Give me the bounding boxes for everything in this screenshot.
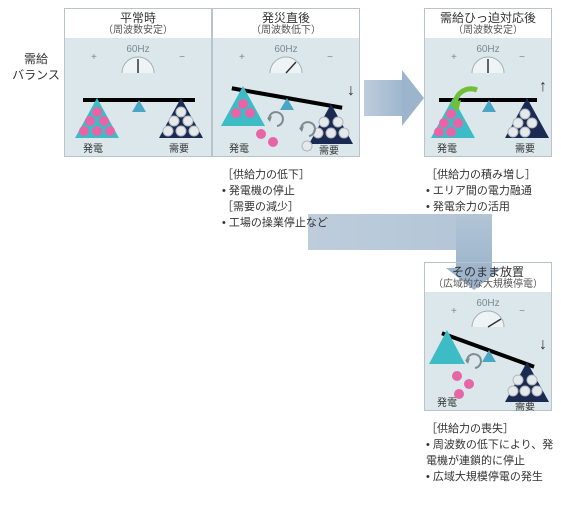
gauge: 60Hz <box>118 44 158 75</box>
swirl-icon <box>463 350 485 372</box>
gauge: 60Hz <box>266 44 306 75</box>
gauge-plus: + <box>451 306 457 317</box>
caption-demand: 需要 <box>515 398 535 413</box>
swirl-icon <box>297 118 319 140</box>
gauge-minus: − <box>519 306 525 317</box>
row-label-line2: バランス <box>12 68 60 82</box>
panel-blackout-header: そのまま放置 （広域的な大規模停電） <box>425 263 551 292</box>
panel-disaster: 発災直後 （周波数低下） 60Hz + − <box>212 8 360 157</box>
panel-normal-subtitle: （周波数安定） <box>65 25 211 37</box>
caption-supply: 発電 <box>437 140 457 155</box>
demand-falling-ball-icon <box>299 138 315 154</box>
note-disaster-h1: ［供給力の低下］ <box>222 168 372 184</box>
fulcrum-icon <box>132 100 146 112</box>
caption-supply: 発電 <box>437 394 457 409</box>
note-blackout-b1: • 周波数の低下により、発電機が連鎖的に停止 <box>426 438 558 470</box>
gauge-plus: + <box>239 52 245 63</box>
up-arrow-icon: ↑ <box>539 78 547 96</box>
panel-blackout-subtitle: （広域的な大規模停電） <box>425 279 551 291</box>
panel-disaster-subtitle: （周波数低下） <box>213 25 359 37</box>
gauge-dial-icon <box>468 53 508 75</box>
panel-normal: 平常時 （周波数安定） 60Hz + − <box>64 8 212 157</box>
note-disaster-b1: • 発電機の停止 <box>222 184 372 200</box>
row-label-line1: 需給 <box>24 52 48 66</box>
gauge-dial-icon <box>118 53 158 75</box>
green-curve-arrow-icon <box>447 84 481 114</box>
panel-blackout: そのまま放置 （広域的な大規模停電） 60Hz + − <box>424 262 552 411</box>
arrow-right-icon <box>364 80 404 116</box>
caption-demand: 需要 <box>169 140 189 155</box>
note-blackout-b2: • 広域大規模停電の発生 <box>426 470 558 486</box>
down-arrow-icon: ↓ <box>539 336 547 354</box>
panel-recover-title: 需給ひっ迫対応後 <box>425 11 551 25</box>
panel-disaster-body: 60Hz + − <box>213 38 359 156</box>
note-recover: ［供給力の積み増し］ • エリア間の電力融通 • 発電余力の活用 <box>426 168 556 216</box>
caption-demand: 需要 <box>515 140 535 155</box>
supply-balls-icon <box>223 98 263 126</box>
supply-pile-icon <box>429 330 465 364</box>
diagram-root: 需給 バランス 平常時 （周波数安定） 60Hz + − <box>8 8 553 498</box>
demand-balls-icon <box>507 372 543 398</box>
swirl-icon <box>265 108 287 130</box>
gauge: 60Hz <box>468 44 508 75</box>
note-recover-b1: • エリア間の電力融通 <box>426 184 556 200</box>
panel-normal-header: 平常時 （周波数安定） <box>65 9 211 38</box>
note-disaster: ［供給力の低下］ • 発電機の停止 ［需要の減少］ • 工場の操業停止など <box>222 168 372 232</box>
demand-balls-icon <box>161 106 201 140</box>
note-disaster-h2: ［需要の減少］ <box>222 200 372 216</box>
gauge: 60Hz <box>468 298 508 329</box>
panel-disaster-header: 発災直後 （周波数低下） <box>213 9 359 38</box>
supply-balls-icon <box>77 106 117 140</box>
panel-normal-body: 60Hz + − 発電 需要 <box>65 38 211 156</box>
panel-recover-subtitle: （周波数安定） <box>425 25 551 37</box>
caption-demand: 需要 <box>319 142 339 157</box>
panel-normal-title: 平常時 <box>65 11 211 25</box>
panel-blackout-title: そのまま放置 <box>425 265 551 279</box>
fulcrum-icon <box>482 100 496 112</box>
gauge-plus: + <box>91 52 97 63</box>
demand-balls-icon <box>507 108 543 138</box>
gauge-plus: + <box>451 52 457 63</box>
gauge-minus: − <box>179 52 185 63</box>
note-recover-b2: • 発電余力の活用 <box>426 200 556 216</box>
caption-supply: 発電 <box>229 140 249 155</box>
panel-recover-header: 需給ひっ迫対応後 （周波数安定） <box>425 9 551 38</box>
panel-recover-body: 60Hz + − ↑ <box>425 38 551 156</box>
note-recover-h1: ［供給力の積み増し］ <box>426 168 556 184</box>
note-blackout-h1: ［供給力の喪失］ <box>426 422 558 438</box>
row-label: 需給 バランス <box>8 52 64 83</box>
note-disaster-b2: • 工場の操業停止など <box>222 216 372 232</box>
note-blackout: ［供給力の喪失］ • 周波数の低下により、発電機が連鎖的に停止 • 広域大規模停… <box>426 422 558 486</box>
panel-recover: 需給ひっ迫対応後 （周波数安定） 60Hz + − <box>424 8 552 157</box>
gauge-dial-icon <box>266 53 306 75</box>
gauge-dial-icon <box>468 307 508 329</box>
gauge-minus: − <box>519 52 525 63</box>
panel-blackout-body: 60Hz + − ↓ 発電 <box>425 292 551 410</box>
down-arrow-icon: ↓ <box>347 82 355 100</box>
panel-disaster-title: 発災直後 <box>213 11 359 25</box>
gauge-minus: − <box>327 52 333 63</box>
caption-supply: 発電 <box>83 140 103 155</box>
